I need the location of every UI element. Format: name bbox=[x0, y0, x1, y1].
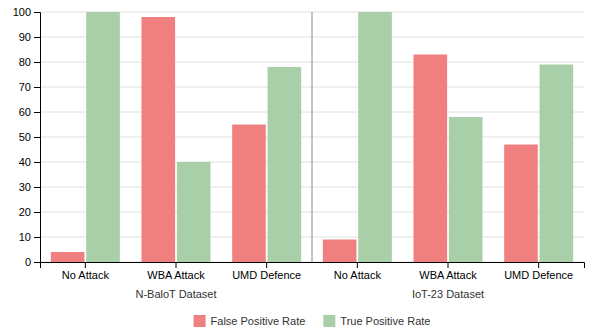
tick-label: 10 bbox=[19, 231, 31, 243]
plot: 0 10 20 30 40 50 60 70 80 90 100 No Attack WBA Attac… bbox=[13, 6, 585, 300]
tick-label: No Attack bbox=[334, 269, 382, 281]
tick: 100 bbox=[13, 6, 40, 18]
tick: 20 bbox=[19, 206, 40, 218]
tick: 70 bbox=[19, 81, 40, 93]
tick-mark bbox=[538, 262, 539, 268]
tick: 80 bbox=[19, 56, 40, 68]
grid bbox=[40, 12, 584, 262]
tick: WBA Attack bbox=[147, 262, 205, 281]
legend-label: True Positive Rate bbox=[340, 315, 430, 327]
tick-label: 90 bbox=[19, 31, 31, 43]
tick: No Attack bbox=[62, 262, 110, 281]
tick: WBA Attack bbox=[419, 262, 477, 281]
tick-mark bbox=[34, 87, 40, 88]
tick-mark bbox=[34, 62, 40, 63]
tick-mark bbox=[34, 137, 40, 138]
bar bbox=[51, 252, 85, 262]
bar bbox=[540, 65, 574, 263]
tick-mark bbox=[176, 262, 177, 268]
bar bbox=[358, 12, 392, 262]
tick-label: No Attack bbox=[62, 269, 110, 281]
tick-mark bbox=[34, 37, 40, 38]
tick-label: 50 bbox=[19, 131, 31, 143]
tick-label: 40 bbox=[19, 156, 31, 168]
bar-series bbox=[51, 17, 538, 262]
legend-label: False Positive Rate bbox=[211, 315, 306, 327]
tick: No Attack bbox=[334, 262, 382, 281]
tick: 50 bbox=[19, 131, 40, 143]
tick: 0 bbox=[25, 256, 40, 268]
axis-line bbox=[34, 13, 41, 263]
tick: 10 bbox=[19, 231, 40, 243]
tick-label: 0 bbox=[25, 256, 31, 268]
tick-mark bbox=[266, 262, 267, 268]
tick-mark bbox=[34, 162, 40, 163]
bars bbox=[51, 12, 573, 262]
bar bbox=[86, 12, 120, 262]
tick-mark bbox=[448, 262, 449, 268]
axis-line bbox=[41, 263, 585, 269]
tick-mark bbox=[34, 262, 40, 263]
x-axis: No Attack WBA Attack UMD Defence No Attack W… bbox=[41, 262, 585, 281]
tick: 30 bbox=[19, 181, 40, 193]
tick-mark bbox=[34, 12, 40, 13]
bar bbox=[142, 17, 176, 262]
tick-label: 30 bbox=[19, 181, 31, 193]
bar-series bbox=[86, 12, 573, 262]
y-axis: 0 10 20 30 40 50 60 70 80 90 100 bbox=[13, 6, 41, 268]
tick-label: 70 bbox=[19, 81, 31, 93]
bar bbox=[268, 67, 302, 262]
tick: 40 bbox=[19, 156, 40, 168]
bar bbox=[449, 117, 483, 262]
tick-label: 100 bbox=[13, 6, 31, 18]
tick-mark bbox=[34, 237, 40, 238]
legend-item: True Positive Rate bbox=[323, 315, 430, 327]
legend-swatch bbox=[194, 315, 206, 327]
bar bbox=[414, 55, 448, 263]
bar bbox=[504, 145, 538, 263]
legend-item: False Positive Rate bbox=[194, 315, 306, 327]
bar bbox=[232, 125, 266, 263]
annotation: IoT-23 Dataset bbox=[412, 288, 484, 300]
tick-label: UMD Defence bbox=[232, 269, 301, 281]
legend-swatch bbox=[323, 315, 335, 327]
tick-label: 80 bbox=[19, 56, 31, 68]
tick-mark bbox=[34, 112, 40, 113]
tick: UMD Defence bbox=[232, 262, 301, 281]
tick-mark bbox=[34, 187, 40, 188]
tick-label: WBA Attack bbox=[147, 269, 205, 281]
bar bbox=[177, 162, 211, 262]
tick: 60 bbox=[19, 106, 40, 118]
chart: 0 10 20 30 40 50 60 70 80 90 100 No Attack WBA Attac… bbox=[0, 0, 598, 336]
tick: UMD Defence bbox=[504, 262, 573, 281]
legend: False Positive Rate True Positive Rate bbox=[194, 315, 431, 327]
bar bbox=[323, 240, 357, 263]
tick-label: 20 bbox=[19, 206, 31, 218]
annotation: N-BaloT Dataset bbox=[135, 288, 216, 300]
tick-mark bbox=[85, 262, 86, 268]
tick-mark bbox=[34, 212, 40, 213]
tick-label: 60 bbox=[19, 106, 31, 118]
tick-mark bbox=[357, 262, 358, 268]
tick: 90 bbox=[19, 31, 40, 43]
tick-label: WBA Attack bbox=[419, 269, 477, 281]
tick-label: UMD Defence bbox=[504, 269, 573, 281]
group-separator bbox=[312, 12, 313, 262]
